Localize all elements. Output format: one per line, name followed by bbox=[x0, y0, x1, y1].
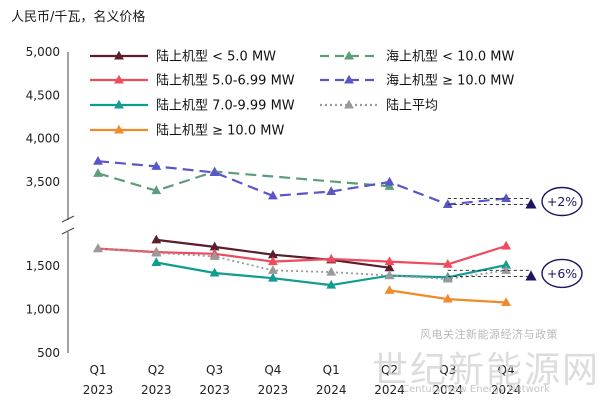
series-point bbox=[442, 199, 453, 209]
legend-swatch-marker bbox=[114, 50, 124, 60]
series-point bbox=[268, 265, 278, 274]
series-point bbox=[93, 168, 103, 177]
x-tick-year: 2023 bbox=[141, 383, 172, 397]
series-point bbox=[384, 256, 395, 266]
x-tick-quarter: Q2 bbox=[148, 363, 165, 377]
x-tick-year: 2024 bbox=[374, 383, 405, 397]
series-point bbox=[384, 262, 395, 272]
series-point bbox=[384, 176, 395, 186]
legend-label: 陆上机型 5.0-6.99 MW bbox=[156, 73, 295, 89]
watermark-brand: 世纪新能源网 bbox=[372, 350, 601, 391]
y-tick-label: 3,500 bbox=[26, 175, 60, 189]
x-tick-year: 2023 bbox=[199, 383, 230, 397]
y-tick-label: 1,000 bbox=[26, 303, 60, 317]
legend-swatch-marker bbox=[114, 74, 124, 84]
annotation-marker bbox=[525, 198, 537, 209]
x-tick-year: 2024 bbox=[491, 383, 522, 397]
x-tick-quarter: Q1 bbox=[89, 363, 106, 377]
series-point bbox=[151, 257, 162, 267]
annotation-circle bbox=[541, 258, 583, 289]
series-point bbox=[209, 251, 220, 260]
annotation-circle bbox=[541, 186, 583, 217]
series-point bbox=[501, 193, 511, 202]
y-tick-label: 4,500 bbox=[26, 88, 60, 102]
series-point bbox=[326, 253, 337, 263]
watermark-tagline: 风电关注新能源经济与政策 bbox=[420, 328, 558, 341]
series-point bbox=[326, 266, 337, 276]
series-point bbox=[151, 185, 162, 195]
annotation-label: +6% bbox=[547, 266, 577, 281]
series-point bbox=[442, 293, 453, 303]
series-point bbox=[384, 285, 395, 294]
series-point bbox=[442, 273, 453, 283]
legend-label: 陆上机型 7.0-9.99 MW bbox=[156, 98, 295, 114]
series-line bbox=[97, 244, 507, 266]
y-tick-label: 500 bbox=[37, 346, 60, 360]
series-point bbox=[93, 155, 103, 165]
watermark-subtitle: Century New Energy Network bbox=[402, 384, 550, 395]
series-point bbox=[501, 259, 511, 269]
series-point bbox=[268, 249, 278, 259]
annotation-marker bbox=[525, 270, 537, 281]
series-point bbox=[326, 279, 337, 289]
series-line bbox=[97, 247, 507, 280]
series-point bbox=[501, 297, 511, 307]
axis-break-mark bbox=[61, 215, 75, 223]
x-tick-quarter: Q3 bbox=[439, 363, 456, 377]
legend-label: 陆上平均 bbox=[386, 98, 438, 114]
x-tick-quarter: Q2 bbox=[381, 363, 398, 377]
legend-swatch-marker bbox=[344, 74, 354, 84]
series-point bbox=[501, 240, 511, 250]
series-point bbox=[442, 259, 453, 268]
series-point bbox=[384, 270, 395, 280]
y-axis-unit-label: 人民币/千瓦，名义价格 bbox=[11, 10, 146, 25]
series-line bbox=[97, 160, 507, 206]
y-tick-label: 4,000 bbox=[26, 132, 60, 146]
x-tick-quarter: Q4 bbox=[498, 363, 515, 377]
series-point bbox=[151, 247, 162, 257]
x-tick-year: 2023 bbox=[83, 383, 114, 397]
series-point bbox=[501, 265, 511, 274]
series-point bbox=[326, 186, 337, 196]
axis-break-mark bbox=[61, 227, 75, 235]
series-point bbox=[209, 241, 220, 251]
series-point bbox=[268, 272, 278, 282]
legend-swatch-marker bbox=[344, 50, 354, 60]
series-point bbox=[93, 243, 103, 253]
series-point bbox=[151, 234, 162, 244]
x-tick-year: 2024 bbox=[433, 383, 464, 397]
legend-swatch-marker bbox=[114, 124, 124, 134]
x-tick-year: 2023 bbox=[258, 383, 289, 397]
legend-swatch-marker bbox=[114, 99, 124, 109]
x-tick-quarter: Q4 bbox=[264, 363, 281, 377]
y-tick-label: 5,000 bbox=[26, 45, 60, 59]
legend-label: 海上机型 < 10.0 MW bbox=[386, 50, 514, 65]
legend-label: 陆上机型 ≥ 10.0 MW bbox=[156, 123, 284, 139]
series-point bbox=[209, 167, 220, 176]
series-point bbox=[268, 256, 278, 266]
x-tick-quarter: Q1 bbox=[323, 363, 340, 377]
x-tick-year: 2024 bbox=[316, 383, 347, 397]
annotation-label: +2% bbox=[547, 194, 577, 209]
y-tick-label: 1,500 bbox=[26, 259, 60, 273]
series-point bbox=[151, 161, 162, 170]
legend-label: 海上机型 ≥ 10.0 MW bbox=[386, 74, 514, 89]
series-point bbox=[268, 190, 278, 200]
legend-label: 陆上机型 < 5.0 MW bbox=[156, 49, 276, 65]
series-point bbox=[209, 267, 220, 277]
legend-swatch-marker bbox=[344, 99, 354, 109]
x-tick-quarter: Q3 bbox=[206, 363, 223, 377]
series-line bbox=[97, 170, 390, 192]
